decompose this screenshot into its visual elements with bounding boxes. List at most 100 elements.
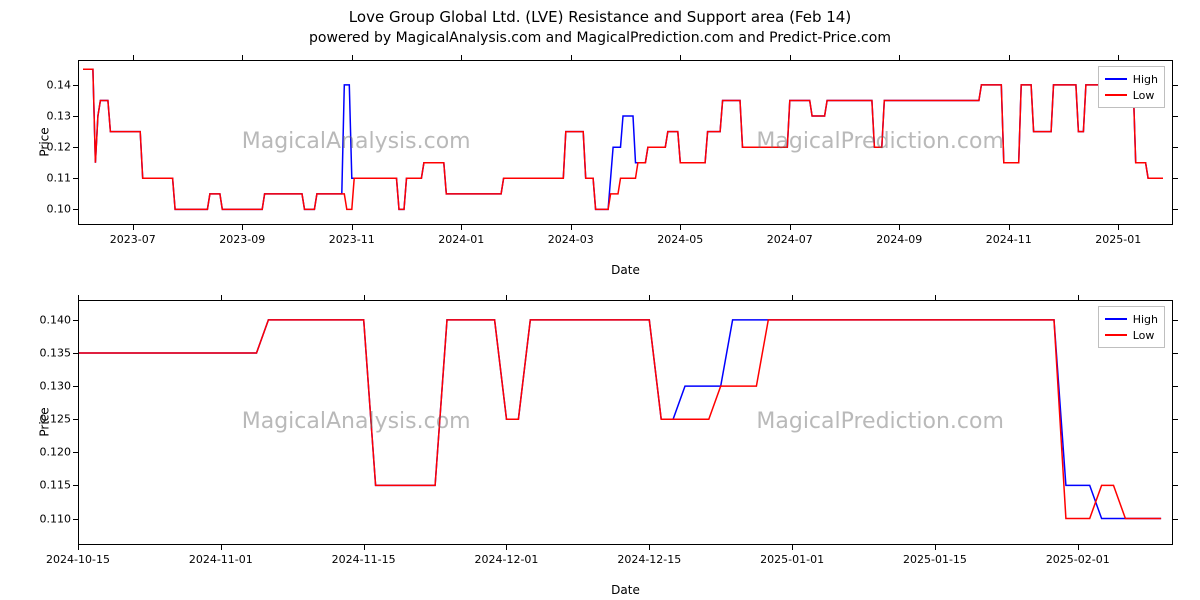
x-tick — [78, 545, 79, 550]
x-tick — [571, 225, 572, 230]
y-tick — [1173, 452, 1178, 453]
legend-item: High — [1105, 311, 1158, 327]
y-tick-label: 0.110 — [33, 512, 71, 525]
y-tick-label: 0.135 — [33, 346, 71, 359]
x-tick — [649, 295, 650, 300]
chart-subtitle: powered by MagicalAnalysis.com and Magic… — [0, 30, 1200, 46]
y-tick — [1173, 419, 1178, 420]
legend: High Low — [1098, 66, 1165, 108]
x-tick-label: 2024-05 — [657, 233, 703, 246]
y-tick — [73, 320, 78, 321]
legend-label: Low — [1133, 329, 1155, 342]
x-tick — [221, 545, 222, 550]
x-axis-label: Date — [78, 263, 1173, 277]
y-tick — [1173, 147, 1178, 148]
y-tick-label: 0.10 — [33, 203, 71, 216]
x-tick — [1118, 55, 1119, 60]
y-tick — [73, 419, 78, 420]
x-tick-label: 2024-11-15 — [332, 553, 396, 566]
x-tick-label: 2023-11 — [329, 233, 375, 246]
x-tick — [571, 55, 572, 60]
y-tick-label: 0.14 — [33, 78, 71, 91]
top-chart-border — [78, 60, 1173, 225]
y-tick — [1173, 519, 1178, 520]
x-tick — [133, 225, 134, 230]
x-tick — [792, 295, 793, 300]
x-tick — [364, 295, 365, 300]
y-tick — [73, 147, 78, 148]
x-tick — [1009, 55, 1010, 60]
x-tick-label: 2024-10-15 — [46, 553, 110, 566]
x-tick — [1078, 545, 1079, 550]
x-tick-label: 2024-12-15 — [617, 553, 681, 566]
y-tick — [73, 178, 78, 179]
bottom-chart-border — [78, 300, 1173, 545]
x-tick — [649, 545, 650, 550]
y-tick — [73, 452, 78, 453]
y-tick — [73, 386, 78, 387]
legend-swatch — [1105, 334, 1127, 336]
x-tick — [792, 545, 793, 550]
x-tick-label: 2024-11-01 — [189, 553, 253, 566]
x-tick — [352, 55, 353, 60]
x-tick — [1118, 225, 1119, 230]
x-tick — [242, 55, 243, 60]
y-tick — [1173, 485, 1178, 486]
chart-title: Love Group Global Ltd. (LVE) Resistance … — [0, 8, 1200, 26]
y-tick-label: 0.115 — [33, 479, 71, 492]
x-tick — [461, 225, 462, 230]
x-tick — [506, 295, 507, 300]
y-tick — [1173, 178, 1178, 179]
legend-swatch — [1105, 78, 1127, 80]
x-tick — [680, 55, 681, 60]
x-tick — [78, 295, 79, 300]
y-tick-label: 0.120 — [33, 446, 71, 459]
legend-label: Low — [1133, 89, 1155, 102]
x-tick-label: 2024-11 — [986, 233, 1032, 246]
x-tick — [790, 55, 791, 60]
x-tick-label: 2023-07 — [110, 233, 156, 246]
y-tick-label: 0.140 — [33, 313, 71, 326]
x-tick-label: 2024-03 — [548, 233, 594, 246]
x-tick — [935, 545, 936, 550]
y-tick-label: 0.11 — [33, 172, 71, 185]
y-tick — [1173, 353, 1178, 354]
y-tick — [73, 519, 78, 520]
y-tick-label: 0.125 — [33, 413, 71, 426]
legend-swatch — [1105, 94, 1127, 96]
y-tick — [73, 353, 78, 354]
legend-swatch — [1105, 318, 1127, 320]
x-tick — [133, 55, 134, 60]
x-tick — [1009, 225, 1010, 230]
x-tick — [790, 225, 791, 230]
x-tick-label: 2024-12-01 — [475, 553, 539, 566]
x-tick-label: 2023-09 — [219, 233, 265, 246]
x-tick — [899, 55, 900, 60]
y-tick-label: 0.13 — [33, 110, 71, 123]
y-tick — [1173, 116, 1178, 117]
x-tick-label: 2024-07 — [767, 233, 813, 246]
x-tick-label: 2025-01-15 — [903, 553, 967, 566]
x-tick-label: 2025-02-01 — [1046, 553, 1110, 566]
x-tick-label: 2024-01 — [438, 233, 484, 246]
y-tick — [73, 85, 78, 86]
x-tick — [352, 225, 353, 230]
x-tick — [935, 295, 936, 300]
x-tick-label: 2025-01-01 — [760, 553, 824, 566]
y-tick — [1173, 320, 1178, 321]
y-tick-label: 0.130 — [33, 380, 71, 393]
legend-label: High — [1133, 313, 1158, 326]
x-tick — [364, 545, 365, 550]
legend-item: High — [1105, 71, 1158, 87]
x-tick — [221, 295, 222, 300]
x-tick — [1078, 295, 1079, 300]
y-tick — [1173, 386, 1178, 387]
bottom-chart-panel: MagicalAnalysis.com MagicalPrediction.co… — [78, 300, 1173, 545]
y-tick — [1173, 85, 1178, 86]
legend-item: Low — [1105, 327, 1158, 343]
x-tick — [506, 545, 507, 550]
y-tick — [73, 209, 78, 210]
x-tick-label: 2024-09 — [876, 233, 922, 246]
y-tick — [73, 485, 78, 486]
figure: Love Group Global Ltd. (LVE) Resistance … — [0, 0, 1200, 600]
